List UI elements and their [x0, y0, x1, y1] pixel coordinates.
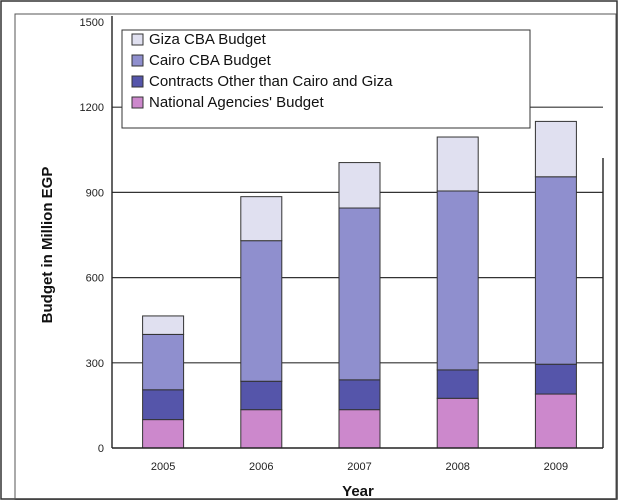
- y-tick-label: 1200: [80, 102, 104, 114]
- y-tick-label: 900: [86, 187, 104, 199]
- bar-segment: [338, 162, 381, 209]
- bar-segment: [534, 393, 577, 449]
- x-tick-label: 2008: [445, 461, 469, 473]
- x-tick-label: 2007: [347, 461, 371, 473]
- bar-segment: [142, 315, 185, 335]
- legend-items: Giza CBA Budget Cairo CBA Budget Contracts…: [131, 31, 393, 111]
- y-tick-label: 600: [86, 273, 104, 285]
- bar-segment: [240, 196, 283, 242]
- x-tick-label: 2006: [249, 461, 273, 473]
- y-tick-label: 0: [98, 443, 104, 455]
- y-axis-title: Budget in Million EGP: [39, 167, 56, 324]
- legend-label: National Agencies' Budget: [149, 94, 324, 111]
- y-tick-label: 1500: [80, 17, 104, 29]
- legend: Giza CBA Budget Cairo CBA Budget Contracts…: [121, 29, 531, 129]
- x-tick-label: 2009: [544, 461, 568, 473]
- bar-segment: [240, 409, 283, 449]
- legend-swatch: [131, 75, 144, 88]
- bars: [142, 120, 577, 449]
- bar-segment: [240, 240, 283, 382]
- bar-segment: [142, 333, 185, 391]
- x-tick-label: 2005: [151, 461, 175, 473]
- bar-segment: [436, 369, 479, 399]
- legend-label: Giza CBA Budget: [149, 31, 267, 48]
- bar-segment: [338, 207, 381, 381]
- bar-segment: [338, 409, 381, 449]
- bar-segment: [436, 190, 479, 371]
- y-tick-labels: 0 300 600 900 1200 1500: [80, 17, 104, 455]
- bar-segment: [534, 120, 577, 178]
- bar-segment: [436, 397, 479, 449]
- bar-segment: [534, 363, 577, 395]
- y-tick-label: 300: [86, 358, 104, 370]
- bar-segment: [142, 419, 185, 449]
- legend-label: Cairo CBA Budget: [149, 52, 272, 69]
- legend-swatch: [131, 33, 144, 46]
- bar-segment: [534, 176, 577, 365]
- bar-segment: [142, 389, 185, 421]
- bar-segment: [338, 379, 381, 411]
- legend-box: [121, 29, 531, 129]
- legend-swatch: [131, 96, 144, 109]
- legend-label: Contracts Other than Cairo and Giza: [149, 73, 393, 90]
- bar-segment: [436, 136, 479, 192]
- x-axis-title: Year: [342, 483, 374, 500]
- axes: [111, 16, 604, 449]
- inner-border: [14, 13, 617, 500]
- bar-segment: [240, 380, 283, 411]
- legend-swatch: [131, 54, 144, 67]
- x-tick-labels: 2005 2006 2007 2008 2009: [151, 461, 568, 473]
